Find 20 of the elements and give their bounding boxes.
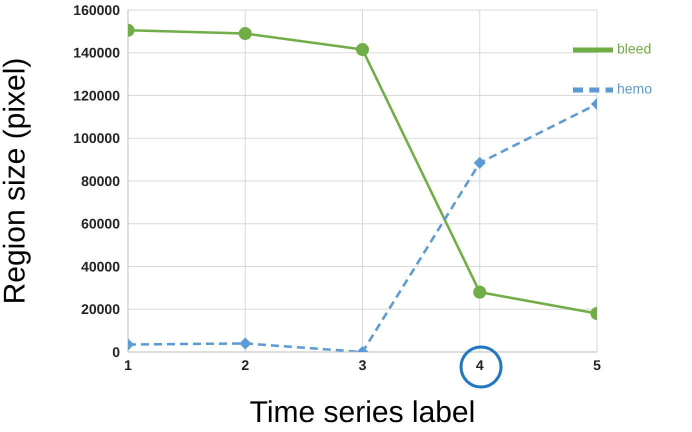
y-tick-label: 80000 [81,172,120,189]
legend-label: bleed [616,40,652,57]
legend-label: hemo [616,80,652,97]
y-tick-label: 0 [112,344,120,360]
y-tick-label: 160000 [73,2,120,18]
x-tick-label: 1 [124,356,132,373]
y-tick-label: 20000 [81,301,120,318]
point [238,27,252,40]
y-tick-label: 100000 [73,130,120,146]
x-tick-label: 4 [476,356,484,373]
y-tick-label: 140000 [73,44,120,61]
point [356,43,369,56]
y-tick-label: 60000 [81,216,120,232]
x-tick-label: 2 [241,356,250,373]
x-tick-label: 5 [593,356,602,373]
x-tick-label: 3 [358,356,367,373]
y-axis-title: Region size (pixel) [0,58,32,304]
y-tick-label: 120000 [73,87,120,104]
y-tick-label: 40000 [81,258,120,274]
x-axis-title: Time series label [250,396,476,429]
